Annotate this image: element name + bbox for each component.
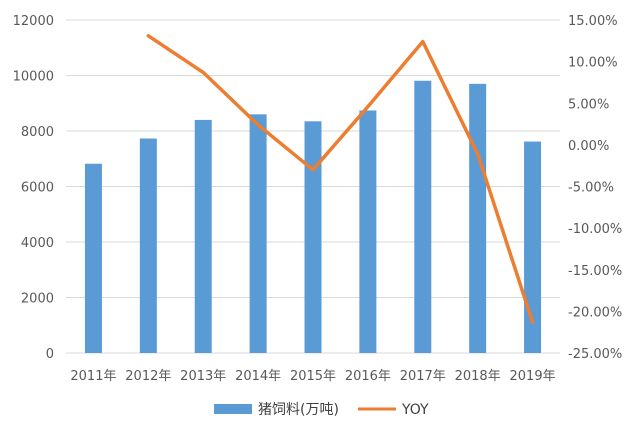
x-tick-label: 2018年 <box>455 369 501 384</box>
y-tick-label: 0 <box>46 347 54 362</box>
right-axis: -25.00% -20.00% -15.00% -10.00% -5.00% 0.00% 5… <box>568 14 622 362</box>
bar <box>524 141 542 353</box>
x-tick-label: 2015年 <box>290 369 336 384</box>
yoy-point <box>146 34 150 38</box>
bar <box>139 138 157 353</box>
y2-tick-label: -5.00% <box>568 181 614 196</box>
x-tick-label: 2017年 <box>400 369 446 384</box>
y-tick-label: 8000 <box>21 125 54 140</box>
y2-tick-label: -25.00% <box>568 347 622 362</box>
legend-label-line: YOY <box>401 402 429 418</box>
legend: 猪饲料(万吨) YOY <box>214 402 429 418</box>
bar <box>194 119 212 354</box>
left-axis: 0 2000 4000 6000 8000 10000 12000 <box>13 14 54 362</box>
yoy-point <box>201 70 205 74</box>
bar <box>304 121 322 353</box>
y-tick-label: 6000 <box>21 181 54 196</box>
yoy-point <box>311 168 315 172</box>
yoy-point <box>421 40 425 44</box>
y-tick-label: 2000 <box>21 292 54 307</box>
y2-tick-label: -15.00% <box>568 264 622 279</box>
x-tick-label: 2011年 <box>70 369 116 384</box>
bar-series <box>84 80 542 354</box>
y-tick-label: 4000 <box>21 236 54 251</box>
x-tick-label: 2013年 <box>180 369 226 384</box>
y2-tick-label: 10.00% <box>568 56 618 71</box>
legend-label-bar: 猪饲料(万吨) <box>258 402 339 418</box>
bar <box>359 110 377 353</box>
yoy-point <box>366 105 370 109</box>
y-tick-label: 10000 <box>13 70 54 85</box>
y2-tick-label: 5.00% <box>568 97 609 112</box>
bar <box>249 114 267 353</box>
bar <box>469 83 487 353</box>
x-tick-label: 2014年 <box>235 369 281 384</box>
y2-tick-label: -10.00% <box>568 222 622 237</box>
y2-tick-label: -20.00% <box>568 305 622 320</box>
y-tick-label: 12000 <box>13 14 54 29</box>
x-axis: 2011年 2012年 2013年 2014年 2015年 2016年 2017年 2018年… <box>70 369 555 384</box>
yoy-point <box>531 320 535 324</box>
x-tick-label: 2019年 <box>510 369 556 384</box>
x-tick-label: 2012年 <box>125 369 171 384</box>
line-series <box>146 34 535 324</box>
bar <box>414 80 432 354</box>
yoy-point <box>256 123 260 127</box>
legend-swatch-bar <box>214 404 252 414</box>
x-tick-label: 2016年 <box>345 369 391 384</box>
y2-tick-label: 15.00% <box>568 14 618 29</box>
bar <box>84 163 102 353</box>
yoy-point <box>476 152 480 156</box>
yoy-line <box>146 34 535 324</box>
y2-tick-label: 0.00% <box>568 139 609 154</box>
